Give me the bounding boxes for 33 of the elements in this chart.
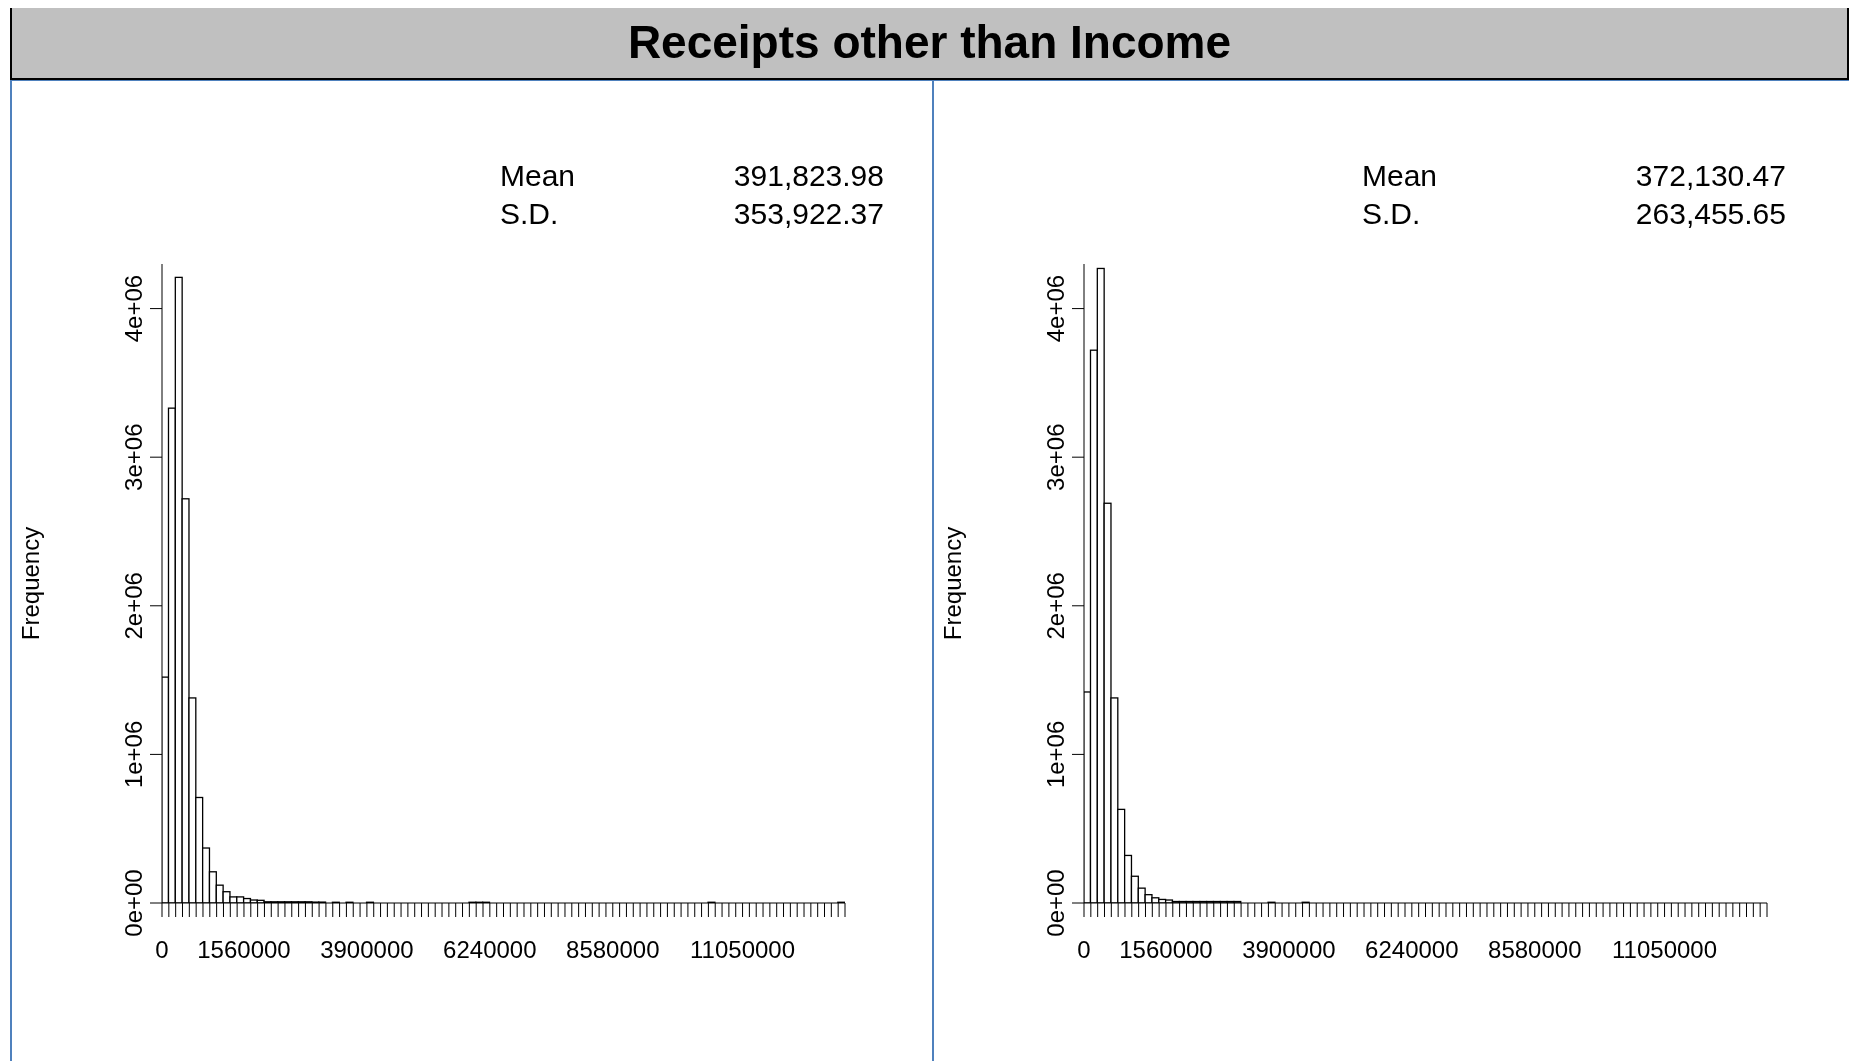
y-tick-label: 0e+00 [1042,869,1069,937]
text: Mean [500,158,576,194]
text: Mean [1362,158,1438,194]
chart-title: Receipts other than Income [626,15,1233,70]
x-tick-label: 8580000 [566,936,660,964]
x-tick-label: 6240000 [1365,936,1459,964]
text: S.D. [1362,196,1421,232]
y-axis-title: Frequency [16,526,44,641]
x-tick-label: 0 [155,936,169,964]
y-tick-label: 4e+06 [1042,274,1069,343]
x-tick-label: 1560000 [1119,936,1213,964]
y-axis-title: Frequency [938,526,966,641]
y-tick-label: 1e+06 [1042,720,1069,789]
y-tick-label: 3e+06 [120,423,147,491]
x-tick-label: 3900000 [1242,936,1336,964]
x-tick-label: 11050000 [1612,936,1718,964]
x-tick-label: 1560000 [197,936,291,964]
x-tick-label: 3900000 [320,936,414,964]
x-tick-label: 8580000 [1488,936,1582,964]
x-tick-label: 6240000 [443,936,537,964]
x-tick-label: 0 [1077,936,1091,964]
y-tick-label: 0e+00 [120,869,147,937]
text: 391,823.98 [733,158,884,194]
y-tick-label: 4e+06 [120,274,147,343]
x-tick-label: 11050000 [690,936,796,964]
text: 372,130.47 [1635,158,1786,194]
text: 263,455.65 [1635,196,1786,232]
y-tick-label: 1e+06 [120,720,147,789]
y-tick-label: 2e+06 [120,572,147,640]
text: 353,922.37 [733,196,884,232]
y-tick-label: 2e+06 [1042,572,1069,640]
y-tick-label: 3e+06 [1042,423,1069,491]
text: S.D. [500,196,559,232]
